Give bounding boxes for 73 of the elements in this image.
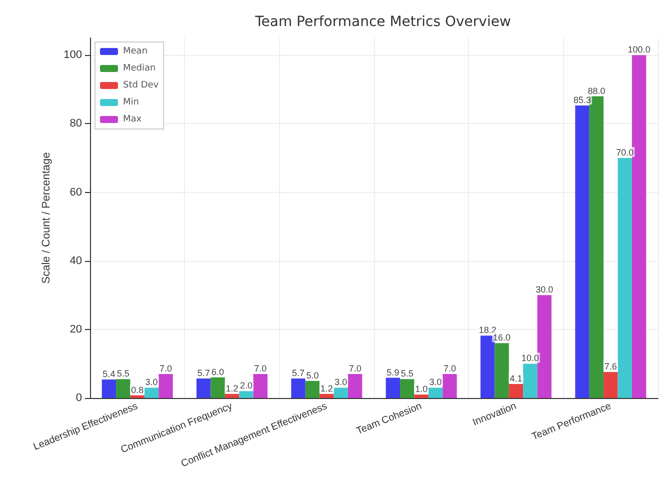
data-label: 5.5 <box>400 368 414 379</box>
data-label: 3.0 <box>145 377 158 388</box>
bar <box>604 372 618 398</box>
data-label: 3.0 <box>429 377 442 388</box>
legend-label: Median <box>123 64 156 74</box>
data-label: 70.0 <box>616 148 634 158</box>
data-label: 10.0 <box>521 353 539 364</box>
data-label: 1.2 <box>320 383 333 394</box>
bar <box>116 379 130 398</box>
bar <box>144 388 159 398</box>
bar <box>320 394 334 398</box>
y-tick-label: 100 <box>64 49 82 62</box>
bar <box>414 394 428 398</box>
data-label: 30.0 <box>536 284 554 295</box>
bar <box>523 364 538 398</box>
bar <box>210 377 225 398</box>
bar <box>305 380 320 398</box>
data-label: 5.9 <box>386 367 400 378</box>
data-label: 88.0 <box>588 86 606 96</box>
bar <box>291 378 306 398</box>
data-label: 7.0 <box>254 364 267 374</box>
bar <box>480 336 495 398</box>
bar <box>589 96 604 398</box>
legend-label: Max <box>123 114 142 124</box>
data-label: 1.2 <box>226 383 238 394</box>
bar <box>494 343 509 398</box>
bar <box>508 384 524 398</box>
data-label: 16.0 <box>493 332 511 343</box>
data-label: 7.0 <box>159 364 172 374</box>
chart-title: Team Performance Metrics Overview <box>254 14 511 30</box>
legend-label: Std Dev <box>123 80 160 90</box>
data-label: 7.6 <box>604 361 617 372</box>
bar <box>334 388 348 398</box>
bar <box>158 374 173 398</box>
y-tick-label: 0 <box>76 392 82 404</box>
data-label: 0.8 <box>131 384 144 395</box>
bar <box>224 394 240 398</box>
y-axis-title: Scale / Count / Percentage <box>40 152 52 284</box>
bar <box>537 295 552 398</box>
data-label: 18.2 <box>478 325 496 336</box>
data-label: 7.0 <box>348 364 362 374</box>
data-label: 100.0 <box>628 44 650 55</box>
bar <box>428 388 443 398</box>
bar <box>102 379 116 398</box>
y-tick-label: 20 <box>70 323 82 336</box>
data-label: 5.7 <box>197 368 210 378</box>
data-label: 2.0 <box>240 380 252 391</box>
bar <box>442 374 457 398</box>
y-tick-label: 80 <box>70 118 82 130</box>
y-tick-label: 40 <box>70 254 82 267</box>
bar <box>575 106 590 398</box>
y-tick-label: 60 <box>70 186 82 198</box>
bar <box>253 374 268 398</box>
bar <box>400 379 414 398</box>
bar <box>618 158 632 398</box>
bar <box>196 378 211 398</box>
bar <box>632 55 646 398</box>
data-label: 1.0 <box>415 384 428 394</box>
data-label: 4.1 <box>510 373 522 384</box>
data-label: 5.0 <box>306 370 319 380</box>
data-label: 5.5 <box>116 368 130 379</box>
bar <box>130 395 144 398</box>
bar <box>239 391 254 398</box>
data-label: 6.0 <box>212 366 224 377</box>
data-label: 7.0 <box>443 364 456 374</box>
data-label: 5.7 <box>292 368 305 378</box>
legend-label: Min <box>123 98 139 108</box>
data-label: 5.4 <box>102 368 116 379</box>
bar <box>348 374 362 398</box>
data-label: 3.0 <box>334 377 348 388</box>
bar <box>386 378 400 398</box>
legend-label: Mean <box>123 46 148 56</box>
data-label: 85.3 <box>574 95 592 106</box>
